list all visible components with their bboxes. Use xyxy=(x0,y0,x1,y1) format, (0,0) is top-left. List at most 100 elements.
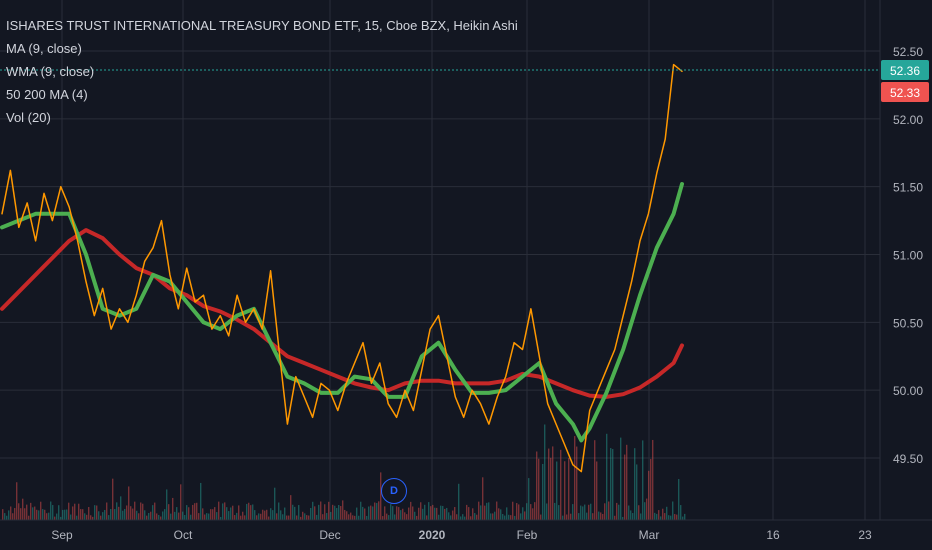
volume-bar xyxy=(208,513,210,520)
volume-bar xyxy=(20,508,22,520)
volume-bar xyxy=(178,512,180,520)
volume-bar xyxy=(376,503,378,520)
volume-bar xyxy=(218,501,220,520)
volume-bar xyxy=(536,451,538,520)
volume-bar xyxy=(584,504,586,520)
y-tick-label: 52.50 xyxy=(893,45,923,59)
volume-bar xyxy=(94,505,96,520)
volume-bar xyxy=(126,505,128,520)
volume-bar xyxy=(240,515,242,520)
volume-bar xyxy=(626,444,628,520)
y-tick-label: 50.50 xyxy=(893,316,923,330)
volume-bar xyxy=(608,501,610,520)
volume-bar xyxy=(416,515,418,520)
volume-bar xyxy=(56,513,58,520)
volume-bar xyxy=(502,514,504,520)
volume-bar xyxy=(152,505,154,520)
volume-bar xyxy=(580,505,582,520)
volume-bar xyxy=(140,502,142,520)
volume-bar xyxy=(26,504,28,520)
volume-bar xyxy=(410,501,412,520)
volume-bar xyxy=(142,503,144,520)
volume-bar xyxy=(186,505,188,520)
volume-bar xyxy=(258,513,260,520)
volume-bar xyxy=(198,513,200,520)
volume-bar xyxy=(644,502,646,520)
volume-bar xyxy=(356,507,358,520)
volume-bar xyxy=(394,514,396,520)
volume-bar xyxy=(236,512,238,520)
price-axis[interactable]: 52.50 52.00 51.50 51.00 50.50 50.00 49.50 xyxy=(893,45,923,466)
volume-bar xyxy=(40,501,42,520)
volume-bar xyxy=(604,503,606,520)
volume-bar xyxy=(200,482,202,520)
volume-bar xyxy=(108,515,110,520)
volume-bar xyxy=(524,511,526,520)
volume-bar xyxy=(170,513,172,520)
volume-bar xyxy=(348,514,350,520)
volume-bar xyxy=(490,513,492,520)
volume-bar xyxy=(102,512,104,520)
volume-bar xyxy=(372,506,374,520)
volume-bar xyxy=(306,515,308,520)
dividend-event-badge[interactable]: D xyxy=(381,478,407,504)
volume-bar xyxy=(418,507,420,520)
volume-bar xyxy=(640,513,642,520)
volume-bar xyxy=(150,511,152,520)
volume-bar xyxy=(678,479,680,520)
volume-bar xyxy=(338,504,340,520)
volume-bar xyxy=(508,514,510,520)
volume-bar xyxy=(296,515,298,520)
time-axis[interactable]: Sep Oct Dec 2020 Feb Mar 16 23 xyxy=(51,528,872,542)
volume-bar xyxy=(614,515,616,520)
volume-bar xyxy=(592,513,594,520)
volume-bar xyxy=(582,506,584,520)
volume-bar xyxy=(4,513,6,520)
volume-bar xyxy=(650,458,652,520)
volume-bar xyxy=(360,501,362,520)
volume-bar xyxy=(228,511,230,520)
legend-50-200-ma[interactable]: 50 200 MA (4) xyxy=(6,87,88,102)
volume-bar xyxy=(42,509,44,520)
volume-bar xyxy=(396,506,398,520)
volume-bar xyxy=(46,513,48,520)
volume-bar xyxy=(30,502,32,520)
volume-bar xyxy=(544,424,546,520)
legend-volume[interactable]: Vol (20) xyxy=(6,110,51,125)
volume-bar xyxy=(638,505,640,520)
volume-bar xyxy=(340,506,342,520)
volume-bar xyxy=(66,509,68,520)
y-tick-label: 50.00 xyxy=(893,384,923,398)
volume-bar xyxy=(398,507,400,520)
volume-bar xyxy=(672,501,674,520)
volume-bar xyxy=(560,449,562,520)
volume-bar xyxy=(462,514,464,520)
volume-bar xyxy=(82,509,84,520)
x-tick-label: Sep xyxy=(51,528,73,542)
volume-bar xyxy=(622,516,624,520)
volume-bar xyxy=(574,436,576,520)
legend-wma[interactable]: WMA (9, close) xyxy=(6,64,95,79)
legend-ma[interactable]: MA (9, close) xyxy=(6,41,82,56)
volume-bar xyxy=(548,448,550,520)
volume-bar xyxy=(652,439,654,520)
volume-bar xyxy=(210,509,212,520)
volume-bar xyxy=(616,502,618,520)
volume-bar xyxy=(110,509,112,520)
volume-bar xyxy=(578,513,580,520)
volume-bar xyxy=(326,513,328,520)
volume-bar xyxy=(172,497,174,520)
x-tick-label: Feb xyxy=(517,528,538,542)
volume-bar xyxy=(264,510,266,520)
volume-bar xyxy=(494,511,496,520)
volume-bar xyxy=(124,508,126,520)
volume-bar xyxy=(354,515,356,520)
volume-bar xyxy=(404,512,406,520)
volume-bar xyxy=(220,516,222,520)
volume-bar xyxy=(38,510,40,520)
x-tick-label: Oct xyxy=(174,528,193,542)
volume-bar xyxy=(286,515,288,520)
volume-bar xyxy=(470,516,472,520)
